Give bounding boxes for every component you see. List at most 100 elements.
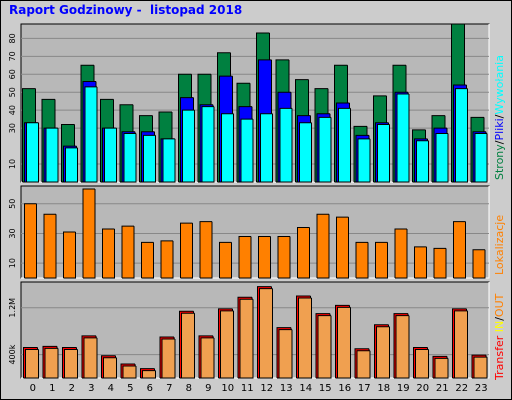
bar-sites <box>356 242 368 278</box>
bar-transfer-in <box>162 339 175 378</box>
bar-files-edge <box>141 131 155 182</box>
bar-hits-edge <box>357 138 370 182</box>
transfer-panel: 400k 1.2M <box>8 281 490 379</box>
bar-hits-edge <box>202 106 215 183</box>
bar-hits-edge <box>65 147 78 183</box>
bar-files-edge <box>414 138 428 182</box>
plot-area <box>20 281 490 379</box>
bar-sites-edge <box>83 188 96 279</box>
bar-transfer-in-edge <box>278 329 292 378</box>
bar-sites <box>200 221 212 278</box>
bar-transfer-in-edge <box>220 310 234 378</box>
bar-transfer-in-edge <box>473 356 487 378</box>
bar-sites-edge <box>219 241 232 278</box>
bar-sites <box>278 236 290 278</box>
legend-hits: Wywołania <box>493 55 506 115</box>
bar-files-edge <box>472 131 486 182</box>
bar-transfer-in-edge <box>337 307 351 379</box>
bar-hits <box>241 119 253 182</box>
bar-sites <box>122 226 134 278</box>
bar-sites-edge <box>24 203 37 278</box>
bar-sites <box>473 249 485 278</box>
bar-hits-edge <box>26 122 39 183</box>
bar-hits <box>163 138 175 182</box>
hour-label: 11 <box>241 383 254 394</box>
hour-label: 0 <box>30 383 36 394</box>
hour-label: 13 <box>280 383 293 394</box>
bar-sites-edge <box>141 241 154 278</box>
y-tick-label: 60 <box>8 69 17 79</box>
bar-transfer-in-edge <box>454 310 468 379</box>
bar-sites <box>180 223 193 278</box>
bar-hits <box>260 113 273 182</box>
bar-pages-edge <box>275 59 289 182</box>
bar-sites-edge <box>473 249 486 279</box>
y-tick-label: 10 <box>8 159 17 169</box>
bar-transfer-in-edge <box>201 337 215 379</box>
bar-sites <box>161 240 173 278</box>
bar-hits-edge <box>201 106 214 182</box>
bar-sites-edge <box>43 213 56 278</box>
bar-sites <box>395 229 407 278</box>
bar-hits-edge <box>455 88 468 182</box>
bar-files-edge <box>453 84 467 182</box>
bar-transfer-in-edge <box>434 357 448 378</box>
bar-transfer-in-edge <box>298 297 312 378</box>
bar-transfer-in-edge <box>279 329 293 379</box>
bar-transfer-edge <box>198 335 213 378</box>
bar-transfer-in <box>357 350 370 378</box>
bar-transfer-in-edge <box>45 348 59 379</box>
bar-transfer-in-edge <box>64 349 78 379</box>
bar-transfer-edge <box>413 347 428 378</box>
hour-label: 17 <box>358 383 371 394</box>
bar-sites-edge <box>356 242 369 279</box>
bar-transfer-edge <box>120 363 135 378</box>
bar-transfer-in-edge <box>142 370 156 379</box>
bar-transfer-in-edge <box>220 310 234 379</box>
bar-transfer-in-edge <box>103 357 117 379</box>
bar-hits-edge <box>143 135 156 183</box>
bar-transfer-in-edge <box>357 350 371 379</box>
bar-files-edge <box>375 122 389 182</box>
bar-hits-edge <box>162 138 175 182</box>
hour-label: 23 <box>475 383 488 394</box>
bar-files-edge <box>199 104 213 182</box>
hour-label: 3 <box>88 383 94 394</box>
bar-sites-edge <box>121 225 134 278</box>
bar-transfer-edge <box>179 310 194 378</box>
bar-hits <box>124 133 136 182</box>
bar-files-edge <box>121 131 135 182</box>
bar-pages-edge <box>334 64 348 182</box>
bar-files-edge <box>433 127 447 182</box>
y-tick-label: 50 <box>8 199 17 209</box>
bar-transfer-edge <box>159 336 174 378</box>
y-tick-label: 80 <box>8 33 17 43</box>
hour-label: 10 <box>221 383 234 394</box>
bar-transfer-edge <box>393 313 408 378</box>
bar-hits <box>202 106 214 182</box>
legend-requests: Strony/Pliki/Wywołania <box>493 55 506 180</box>
bar-transfer-in-edge <box>103 357 117 378</box>
bar-files-edge <box>277 91 291 182</box>
bar-pages-edge <box>119 104 133 182</box>
legend-separator: / <box>493 140 506 144</box>
bar-pages-edge <box>353 125 367 182</box>
bar-transfer-edge <box>140 368 155 378</box>
legend-in: IN <box>493 321 506 332</box>
bar-sites-edge <box>141 242 154 279</box>
bar-files-edge <box>258 59 272 182</box>
bar-transfer-in-edge <box>25 349 39 378</box>
bar-pages-edge <box>100 98 114 182</box>
bar-pages-edge <box>373 95 387 182</box>
bar-hits-edge <box>85 86 98 183</box>
bar-hits <box>104 128 117 182</box>
bar-hits-edge <box>279 107 292 182</box>
bar-sites <box>453 221 466 278</box>
hour-label: 14 <box>299 383 312 394</box>
bar-hits <box>455 88 468 182</box>
hour-label: 21 <box>436 383 449 394</box>
bar-files-edge <box>336 102 350 182</box>
bar-hits-edge <box>240 118 253 182</box>
bar-hits <box>319 117 331 182</box>
